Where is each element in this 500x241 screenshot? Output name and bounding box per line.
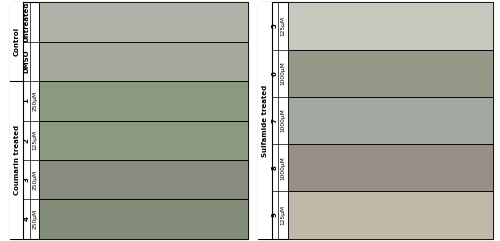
- Text: 7: 7: [272, 118, 278, 123]
- Bar: [39, 120, 248, 160]
- Bar: [288, 2, 492, 50]
- Bar: [288, 191, 492, 239]
- Text: 250μM: 250μM: [32, 209, 37, 229]
- Text: Control: Control: [14, 27, 20, 56]
- Text: 250μM: 250μM: [32, 169, 37, 190]
- Bar: [39, 199, 248, 239]
- Bar: [10, 2, 248, 239]
- Text: 2: 2: [24, 138, 30, 143]
- Bar: [288, 97, 492, 144]
- Text: 125μM: 125μM: [32, 130, 37, 150]
- Text: 125μM: 125μM: [280, 16, 285, 36]
- Text: DMSO: DMSO: [24, 50, 30, 73]
- Bar: [10, 2, 23, 239]
- Bar: [39, 42, 248, 81]
- Bar: [258, 2, 492, 239]
- Text: Coumarin treated: Coumarin treated: [14, 125, 20, 195]
- Text: 6: 6: [272, 71, 278, 76]
- Text: 1000μM: 1000μM: [280, 109, 285, 132]
- Text: 250μM: 250μM: [32, 91, 37, 111]
- Bar: [288, 144, 492, 191]
- Bar: [288, 50, 492, 97]
- Text: 5: 5: [272, 24, 278, 28]
- Text: Untreated: Untreated: [24, 2, 30, 42]
- Text: 1000μM: 1000μM: [280, 61, 285, 85]
- Bar: [39, 160, 248, 199]
- Text: 125μM: 125μM: [280, 205, 285, 225]
- Text: Sulfamide treated: Sulfamide treated: [262, 84, 268, 157]
- Text: 1000μM: 1000μM: [280, 156, 285, 180]
- Text: 4: 4: [24, 216, 30, 221]
- Text: 9: 9: [272, 213, 278, 217]
- Text: 3: 3: [24, 177, 30, 182]
- Bar: [39, 81, 248, 120]
- Text: 8: 8: [272, 165, 278, 170]
- Text: 1: 1: [24, 98, 30, 103]
- Bar: [258, 2, 272, 239]
- Bar: [39, 2, 248, 42]
